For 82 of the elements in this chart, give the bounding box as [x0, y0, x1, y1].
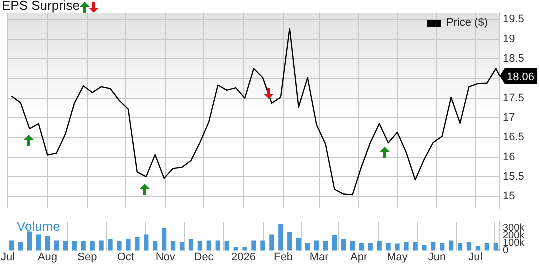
y-tick-label: 16 — [503, 151, 516, 164]
bar — [288, 232, 292, 251]
bar — [27, 232, 32, 251]
bar — [466, 242, 472, 251]
bar — [341, 239, 346, 251]
bar — [170, 241, 176, 251]
x-tick-label: Jul — [0, 251, 16, 264]
bar — [252, 240, 256, 251]
bar — [278, 224, 284, 251]
bar — [54, 240, 60, 251]
bar — [90, 241, 95, 251]
bar — [216, 240, 220, 251]
x-tick-label: Apr — [350, 251, 368, 264]
bar — [206, 240, 212, 251]
x-tick-label: Jun — [428, 251, 446, 264]
x-tick-label: 2026 — [232, 251, 256, 264]
y-tick-label: 18.5 — [503, 53, 524, 66]
bar — [270, 234, 274, 251]
x-tick-label: Oct — [117, 251, 134, 264]
bar — [108, 239, 113, 251]
y-tick-label: 17.5 — [503, 92, 524, 104]
bar — [350, 241, 355, 251]
bar — [314, 240, 320, 251]
y-tick-label: 0 — [503, 246, 509, 257]
bar — [188, 239, 194, 251]
bar — [332, 236, 338, 251]
bar — [81, 241, 86, 251]
bar — [72, 241, 77, 251]
bar — [162, 228, 167, 251]
x-tick-label: Nov — [156, 251, 176, 264]
bar — [144, 234, 149, 251]
chart-title: EPS Surprise — [2, 0, 80, 13]
x-tick-label: Jul — [468, 251, 483, 264]
bar — [180, 242, 185, 251]
bar — [413, 242, 418, 251]
bar — [18, 242, 24, 251]
bar — [198, 241, 203, 251]
bar — [440, 242, 445, 251]
bar — [260, 240, 266, 251]
bar — [494, 242, 498, 251]
y-tick-label: 19.5 — [503, 14, 524, 26]
bar — [458, 242, 463, 251]
bar — [135, 237, 140, 251]
bar — [305, 242, 310, 251]
y-tick-label: 15 — [503, 190, 516, 203]
y-tick-label: 15.5 — [503, 170, 524, 183]
bar — [484, 242, 490, 251]
bar — [117, 241, 122, 251]
legend-label: Price ($) — [446, 17, 488, 29]
bar — [10, 240, 14, 251]
bar — [377, 241, 382, 251]
x-tick-label: May — [387, 251, 408, 264]
annotation: 18.06 — [507, 71, 535, 84]
bar — [153, 241, 158, 251]
bar — [242, 247, 248, 251]
bar — [45, 236, 50, 251]
bar — [386, 242, 391, 251]
x-tick-label: Feb — [274, 251, 293, 264]
y-tick-label: 17 — [503, 112, 516, 124]
bar — [404, 242, 409, 251]
bar — [234, 247, 238, 251]
bar — [224, 241, 230, 251]
bar — [448, 240, 454, 251]
bar — [422, 245, 427, 251]
bar — [36, 234, 42, 251]
bar — [359, 242, 364, 251]
y-tick-label: 19 — [503, 33, 516, 46]
x-tick-label: Sep — [78, 251, 98, 264]
bar — [431, 242, 436, 251]
bar — [395, 244, 400, 251]
bar — [476, 246, 481, 251]
chart-title: Volume — [17, 219, 60, 234]
y-tick-label: 16.5 — [503, 132, 524, 144]
x-tick-label: Mar — [310, 251, 330, 264]
bar — [63, 241, 68, 251]
bar — [368, 242, 373, 251]
bar — [99, 240, 104, 251]
bar — [296, 238, 302, 251]
x-tick-label: Dec — [194, 251, 214, 264]
x-tick-label: Aug — [38, 251, 58, 264]
bar — [323, 241, 328, 251]
bar — [126, 239, 131, 251]
